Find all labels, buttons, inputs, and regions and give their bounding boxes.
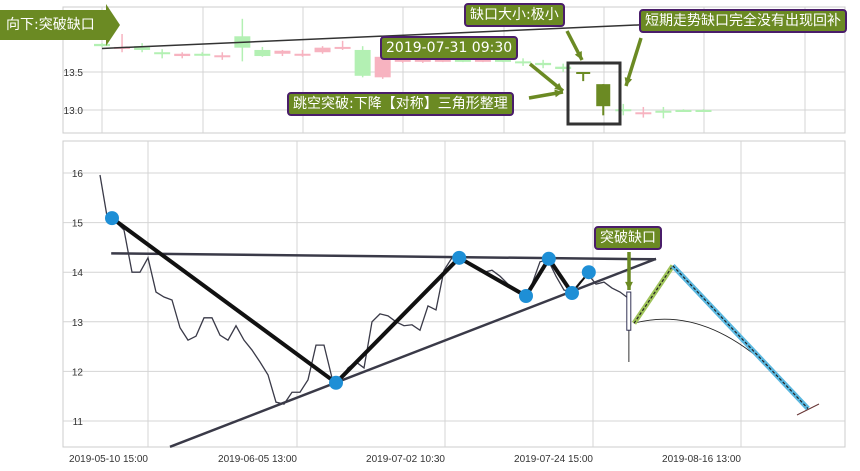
- datetime-label: 2019-07-31 09:30: [380, 36, 519, 60]
- direction-arrow-label: 向下:突破缺口: [0, 10, 106, 40]
- candle-body: [454, 59, 471, 62]
- projection-down-line: [672, 265, 809, 410]
- target-marker: [796, 403, 820, 416]
- candle-body: [134, 46, 151, 50]
- candle-body: [194, 53, 211, 56]
- x-tick-label: 2019-08-16 13:00: [662, 454, 741, 465]
- pivot-point: [519, 289, 533, 304]
- arrow-right-icon: [106, 4, 120, 46]
- x-tick-label: 2019-07-24 15:00: [514, 454, 593, 465]
- y-tick-label: 15: [72, 219, 84, 230]
- gap-fill-label: 短期走势缺口完全没有出现回补: [639, 9, 847, 33]
- candle-body: [515, 61, 532, 64]
- candle-body: [635, 112, 652, 115]
- candle-body: [655, 110, 672, 113]
- candle-body: [675, 110, 692, 112]
- candle-body: [354, 49, 371, 76]
- gap-candle-body: [626, 291, 632, 331]
- price-line: [99, 174, 629, 405]
- candle-body: [695, 110, 712, 112]
- candle-body: [374, 56, 391, 78]
- pivot-point: [105, 211, 119, 226]
- candle-body: [434, 59, 451, 62]
- pivot-point: [329, 375, 343, 390]
- x-tick-label: 2019-07-02 10:30: [366, 454, 445, 465]
- candle-body: [294, 53, 311, 56]
- y-tick-label: 12: [72, 367, 84, 378]
- pivot-point: [452, 250, 467, 265]
- projection-up-line: [633, 265, 674, 324]
- candle-body: [274, 50, 291, 54]
- candle-body: [154, 52, 171, 55]
- candle-body: [474, 59, 491, 62]
- wave-segment: [110, 216, 338, 385]
- breakout-gap-arrow-head: [625, 281, 633, 290]
- candle-body: [334, 46, 351, 49]
- candle-body: [414, 59, 431, 62]
- datetime-arrow-head: [554, 82, 563, 91]
- candle-body: [394, 59, 411, 62]
- pivot-point: [581, 265, 596, 280]
- x-tick-label: 2019-05-10 15:00: [69, 454, 148, 465]
- candle-body: [94, 43, 110, 47]
- gap-size-arrow-head: [574, 51, 582, 60]
- candle-body: [615, 109, 632, 112]
- main-panel-frame: [62, 140, 846, 448]
- wave-segment: [334, 256, 461, 385]
- pattern-label: 跳空突破:下降【对称】三角形整理: [287, 92, 514, 116]
- breakout-gap-label: 突破缺口: [594, 226, 662, 250]
- candle-body: [576, 72, 591, 74]
- top-y-tick-label: 13.5: [64, 68, 84, 79]
- y-tick-label: 13: [72, 318, 84, 329]
- candle-body: [174, 53, 191, 57]
- y-tick-label: 16: [72, 169, 84, 180]
- candle-body: [535, 62, 552, 66]
- candle-body: [495, 59, 511, 62]
- wave-segment: [524, 257, 551, 298]
- pivot-point: [541, 251, 556, 266]
- top-y-tick-label: 13.0: [64, 106, 84, 117]
- gap-fill-arrow: [624, 37, 643, 87]
- y-tick-label: 14: [72, 268, 84, 279]
- candle-body: [596, 84, 611, 107]
- candle-body: [214, 55, 231, 58]
- resistance-line: [111, 252, 657, 261]
- wave-segment: [458, 256, 527, 298]
- candle-body: [555, 66, 572, 69]
- y-tick-label: 11: [73, 417, 84, 428]
- candle-body: [314, 47, 331, 53]
- top-trendline: [101, 24, 641, 50]
- gap-fill-arrow-head: [624, 77, 633, 86]
- x-tick-label: 2019-06-05 13:00: [218, 454, 297, 465]
- gap-size-label: 缺口大小:极小: [464, 3, 565, 27]
- candle-body: [254, 49, 271, 57]
- pivot-point: [565, 286, 579, 301]
- gap-highlight-box: [566, 61, 622, 126]
- pattern-arrow-head: [554, 89, 563, 98]
